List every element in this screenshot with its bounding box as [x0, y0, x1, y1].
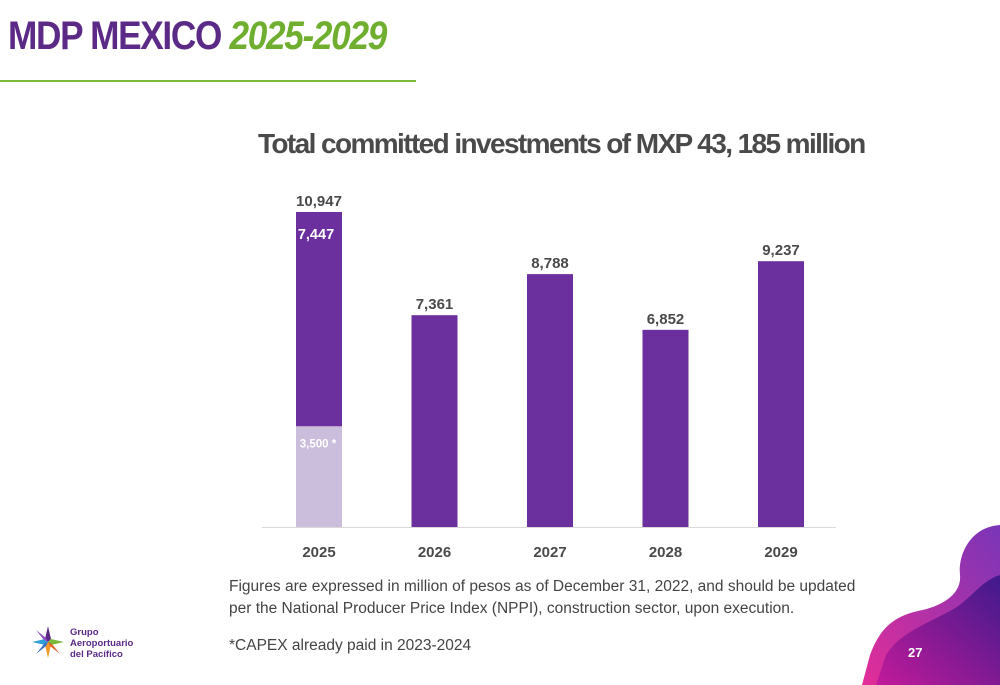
- bar-total-label-2028: 6,852: [647, 311, 685, 328]
- chart-title: Total committed investments of MXP 43, 1…: [258, 128, 866, 159]
- bar-2028-segment-2: [642, 329, 689, 527]
- bar-total-label-2027: 8,788: [531, 255, 569, 272]
- page-number: 27: [908, 645, 923, 660]
- title-underline: [0, 80, 416, 82]
- bar-total-label-2029: 9,237: [762, 242, 800, 259]
- slide-title: MDP MEXICO 2025-2029: [8, 14, 387, 59]
- segment-label-2025-1: 3,500 *: [300, 438, 337, 450]
- capex-footnote: *CAPEX already paid in 2023-2024: [229, 637, 472, 654]
- segment-label-2025-2: 7,447: [298, 227, 334, 243]
- gap-star-logo-icon: [32, 626, 64, 658]
- bar-total-label-2025: 10,947: [296, 193, 342, 210]
- x-tick-label-2028: 2028: [649, 544, 682, 561]
- bar-2027-segment-2: [527, 274, 573, 527]
- units-note: Figures are expressed in million of peso…: [229, 578, 856, 617]
- slide-title-main: MDP MEXICO: [8, 14, 222, 58]
- bar-2029-segment-2: [758, 261, 804, 527]
- bar-chart: 3,500 * 7,447 10,947 2025 7,361 2026 8,788 2027…: [262, 193, 836, 561]
- x-tick-label-2027: 2027: [533, 544, 566, 561]
- logo-text: Grupo Aeroportuario del Pacífico: [70, 627, 134, 660]
- slide-title-years: 2025-2029: [229, 14, 387, 58]
- bar-2025-segment-1: [296, 426, 342, 527]
- bar-total-label-2026: 7,361: [416, 296, 454, 313]
- x-tick-label-2025: 2025: [302, 544, 335, 561]
- bar-2025-segment-2: [296, 212, 342, 427]
- bar-2026-segment-2: [411, 315, 458, 527]
- company-logo: Grupo Aeroportuario del Pacífico: [30, 624, 150, 664]
- decorative-wave: [862, 525, 1000, 685]
- x-tick-label-2026: 2026: [418, 544, 451, 561]
- x-tick-label-2029: 2029: [764, 544, 797, 561]
